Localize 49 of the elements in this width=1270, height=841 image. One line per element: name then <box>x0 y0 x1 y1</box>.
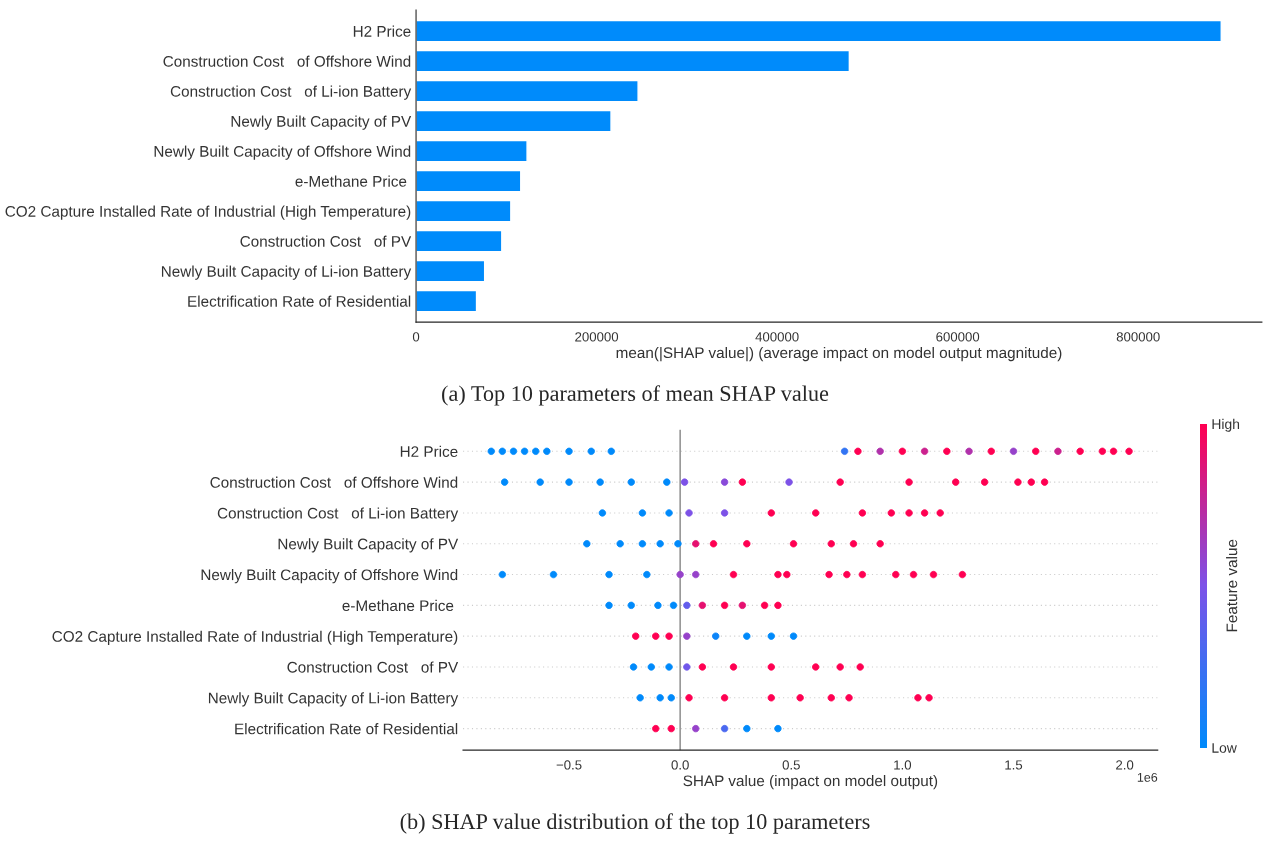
y-tick-label: Construction Cost of Li-ion Battery <box>170 85 412 100</box>
bar <box>416 139 528 163</box>
bar <box>416 199 512 223</box>
y-tick-label: Construction Cost of PV <box>287 661 459 673</box>
y-tick-label: Newly Built Capacity of Offshore Wind <box>201 569 458 584</box>
text: (b) SHAP value distribution of the top 10 parameters <box>400 813 870 834</box>
y-tick-label: Newly Built Capacity of PV <box>278 538 459 553</box>
x-axis-title: mean(|SHAP value|) (average impact on model output magnitude) <box>616 346 1062 362</box>
y-tick-label: CO2 Capture Installed Rate of Industrial (High Temperature) <box>52 630 458 645</box>
color-bar-title: Feature value <box>1226 539 1238 632</box>
x-tick-label: 200000 <box>575 332 619 342</box>
x-tick-label: 0 <box>412 332 420 342</box>
bar <box>416 259 486 283</box>
x-tick-label: 600000 <box>936 332 980 342</box>
bar <box>416 49 851 73</box>
y-tick-label: Electrification Rate of Residential <box>188 295 411 307</box>
bar <box>416 79 639 103</box>
y-tick-label: e-Methane Price <box>342 599 454 612</box>
x-tick-label: −0.5 <box>556 760 582 770</box>
x-tick-label: 0.0 <box>671 760 689 770</box>
y-tick-label: H2 Price <box>353 25 411 37</box>
y-tick-label: Newly Built Capacity of Li-ion Battery <box>208 692 459 707</box>
y-tick-label: Newly Built Capacity of Li-ion Battery <box>161 265 412 280</box>
y-tick-label: e-Methane Price <box>295 175 407 187</box>
x-tick-label: 400000 <box>755 332 799 342</box>
bar <box>416 169 522 193</box>
x-tick-label: 2.0 <box>1116 760 1134 770</box>
y-tick-label: Construction Cost of Offshore Wind <box>163 55 411 67</box>
y-tick-label: Newly Built Capacity of Offshore Wind <box>154 145 411 160</box>
y-tick-label: Electrification Rate of Residential <box>235 723 458 735</box>
text: (a) Top 10 parameters of mean SHAP value <box>442 385 829 406</box>
color-bar-label: Low <box>1212 743 1237 753</box>
x-tick-label: 1.0 <box>894 760 912 770</box>
bar <box>416 229 503 253</box>
y-tick-label: Construction Cost of PV <box>240 235 412 247</box>
y-tick-label: Construction Cost of Li-ion Battery <box>217 507 459 522</box>
bar <box>416 19 1222 43</box>
bar <box>416 109 612 133</box>
y-tick-label: CO2 Capture Installed Rate of Industrial (High Temperature) <box>5 205 411 220</box>
x-tick-label: 800000 <box>1116 332 1160 342</box>
y-tick-label: Construction Cost of Offshore Wind <box>210 476 458 488</box>
bar <box>416 289 478 313</box>
y-tick-label: Newly Built Capacity of PV <box>231 115 412 130</box>
x-tick-label: 0.5 <box>782 760 800 770</box>
text: 1e6 <box>1137 772 1158 782</box>
color-bar-label: High <box>1212 418 1240 432</box>
x-axis-title: SHAP value (impact on model output) <box>683 774 938 790</box>
x-tick-label: 1.5 <box>1005 760 1023 770</box>
y-tick-label: H2 Price <box>400 445 458 457</box>
